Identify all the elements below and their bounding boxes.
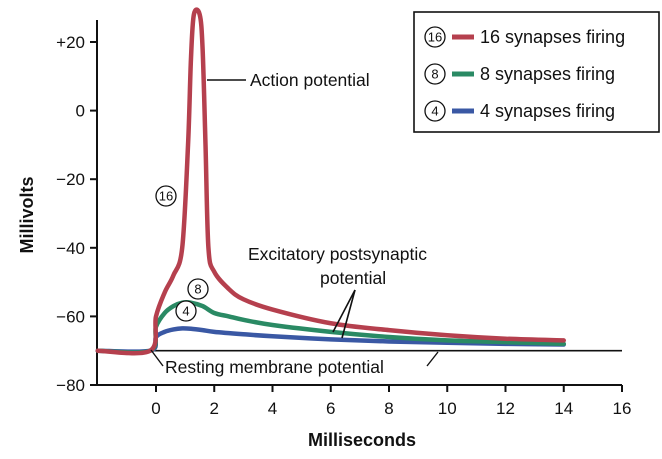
annotation-epsp-line2: potential (320, 268, 386, 288)
leader-epsp-2 (341, 289, 356, 339)
marker-16: 16 (155, 185, 177, 207)
legend-item-4: 4 4 synapses firing (424, 100, 615, 122)
x-tick-label: 2 (210, 399, 219, 418)
legend-item-16: 16 16 synapses firing (424, 26, 625, 48)
marker-4-circle (175, 300, 197, 322)
legend-marker-label: 16 (428, 30, 442, 45)
leader-resting-left (150, 349, 164, 367)
x-tick-label: 4 (268, 399, 277, 418)
x-axis-title: Milliseconds (308, 430, 416, 450)
y-tick-label: 0 (76, 102, 85, 121)
legend-label: 16 synapses firing (480, 27, 625, 47)
x-tick-label: 14 (554, 399, 573, 418)
annotations: Action potential Excitatory postsynaptic… (150, 70, 439, 377)
y-tick-label: −80 (56, 376, 85, 395)
marker-4: 4 (175, 300, 197, 322)
y-tick-label: −60 (56, 307, 85, 326)
legend-item-8: 8 8 synapses firing (424, 63, 615, 85)
leader-resting-right (426, 351, 439, 367)
x-tick-label: 10 (438, 399, 457, 418)
leader-epsp-1 (332, 289, 356, 333)
annotation-epsp-line1: Excitatory postsynaptic (248, 244, 427, 264)
x-tick-label: 0 (151, 399, 160, 418)
annotation-resting-potential: Resting membrane potential (165, 357, 384, 377)
x-tick-label: 8 (384, 399, 393, 418)
series-layer (95, 7, 566, 356)
y-tick-label: −40 (56, 239, 85, 258)
annotation-action-potential: Action potential (250, 70, 370, 90)
marker-8-label: 8 (194, 282, 201, 297)
legend-marker-circle (424, 63, 446, 85)
y-tick-label: +20 (56, 33, 85, 52)
y-tick-label: −20 (56, 170, 85, 189)
x-tick-label: 16 (613, 399, 632, 418)
x-tick-label: 6 (326, 399, 335, 418)
axes: +20 0 −20 −40 −60 −80 0 2 4 6 8 10 12 14 16 Millisecond… (17, 20, 631, 450)
marker-16-circle (155, 185, 177, 207)
legend-marker-label: 4 (431, 104, 438, 119)
legend-marker-circle (424, 100, 446, 122)
marker-8: 8 (187, 278, 209, 300)
legend-marker-label: 8 (431, 67, 438, 82)
x-tick-label: 12 (496, 399, 515, 418)
marker-8-circle (187, 278, 209, 300)
series-line-4-synapses (95, 326, 566, 354)
series-line-16-synapses (95, 7, 566, 356)
marker-4-label: 4 (182, 304, 189, 319)
legend-label: 4 synapses firing (480, 101, 615, 121)
marker-16-label: 16 (159, 189, 173, 204)
legend-label: 8 synapses firing (480, 64, 615, 84)
y-axis-title: Millivolts (17, 176, 37, 253)
legend-marker-circle (424, 26, 446, 48)
series-line-8-synapses (95, 300, 566, 355)
